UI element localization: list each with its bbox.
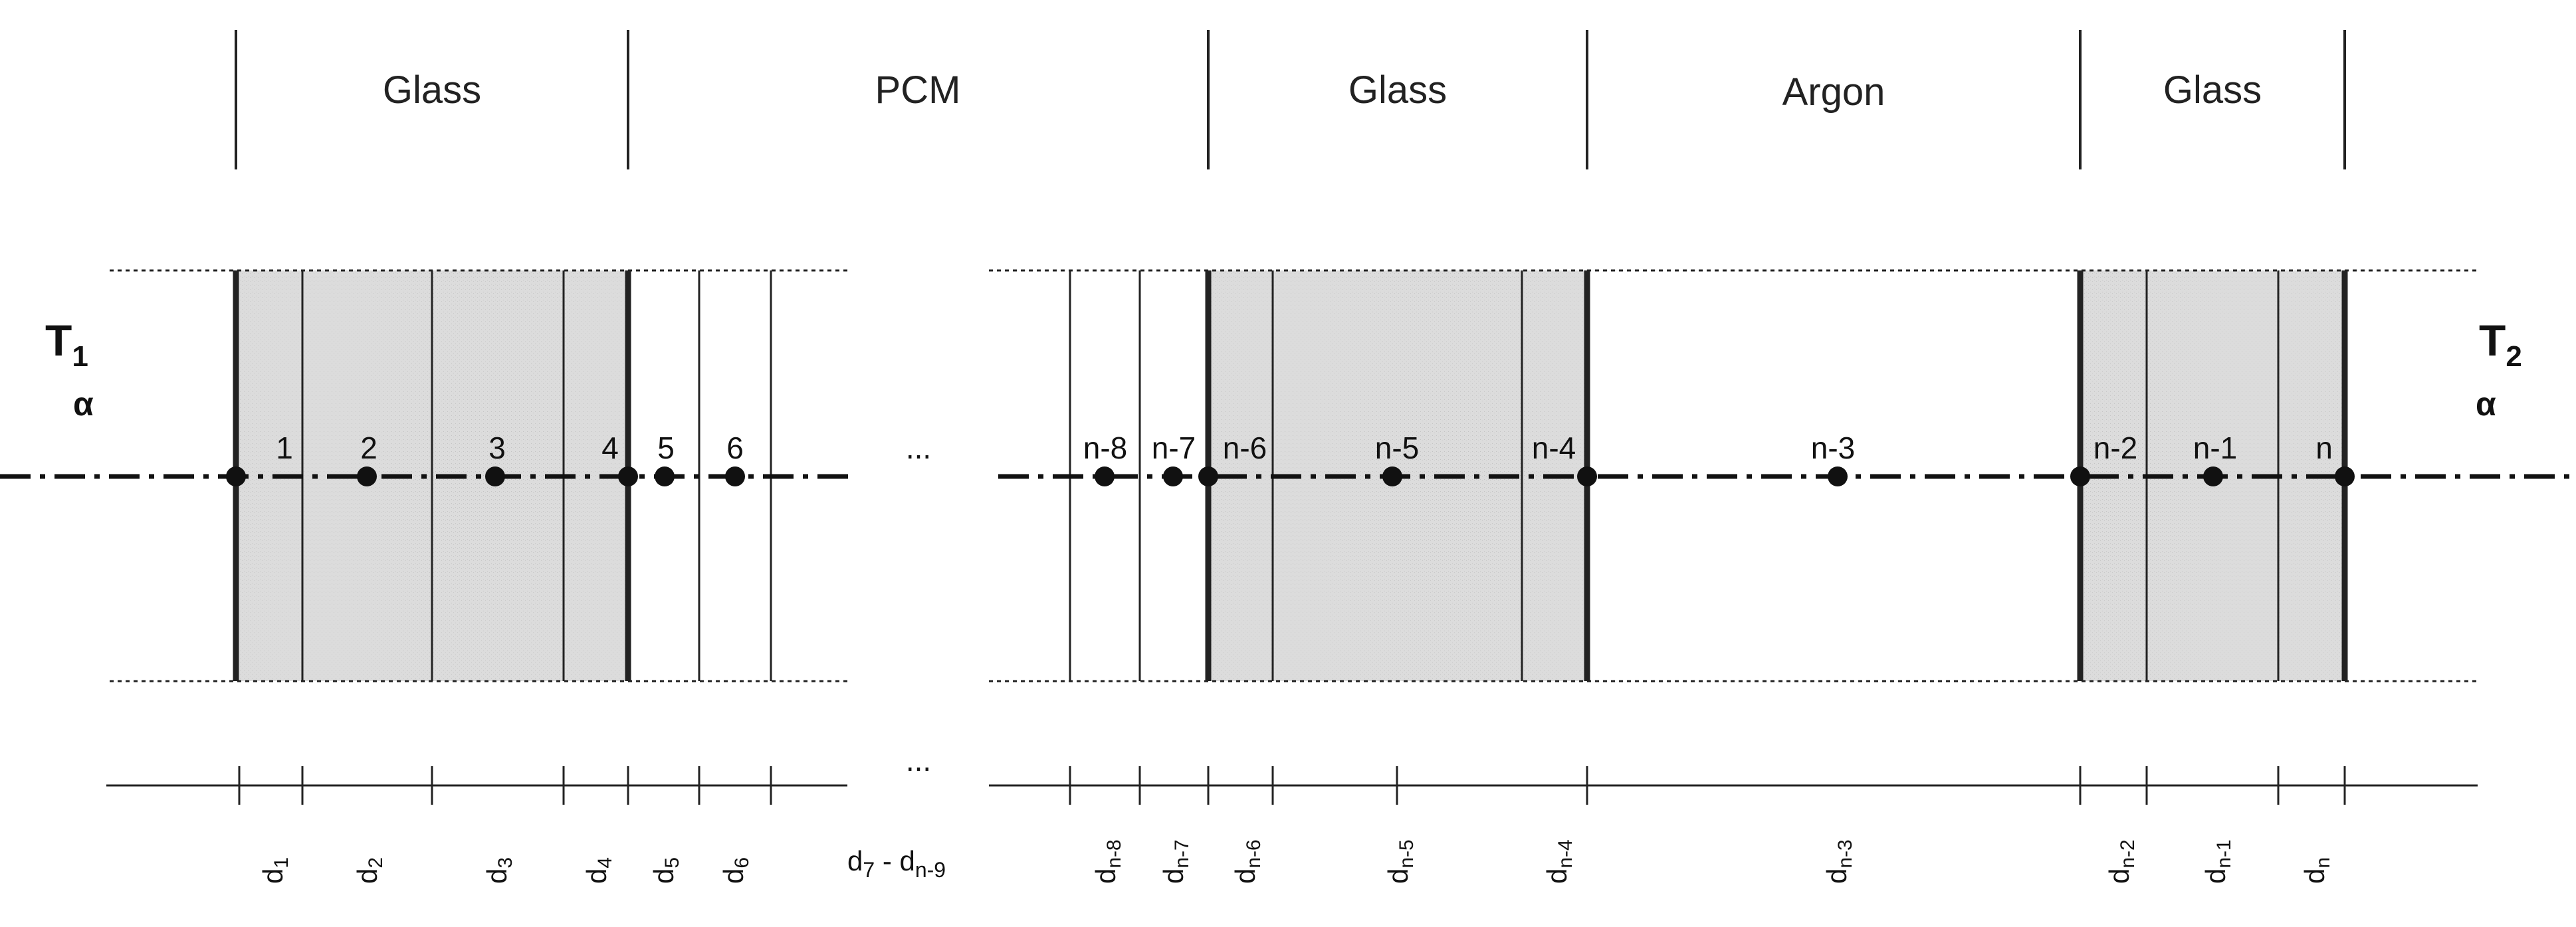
nodes: [226, 466, 2355, 486]
node-dot: [1163, 466, 1183, 486]
node-label: n-6: [1223, 431, 1267, 465]
node-label: 1: [276, 431, 293, 465]
node-label: n-5: [1375, 431, 1419, 465]
thickness-label: d1: [257, 857, 292, 884]
node-label: 5: [657, 431, 675, 465]
node-label: n-7: [1152, 431, 1196, 465]
material-label-glass-1: Glass: [383, 68, 481, 112]
material-label-pcm: PCM: [875, 68, 961, 112]
material-label-glass-2: Glass: [1348, 68, 1447, 112]
node-dot: [1382, 466, 1402, 486]
thickness-scale: [106, 766, 2478, 805]
node-label: n-4: [1532, 431, 1576, 465]
thickness-label: dn-5: [1382, 839, 1418, 884]
node-label: n-1: [2193, 431, 2237, 465]
node-dot: [485, 466, 505, 486]
node-dot: [357, 466, 377, 486]
thickness-labels: d1 d2 d3 d4 d5 d6 dn-8 dn-7 dn-6 dn-5 dn…: [257, 839, 2334, 884]
thickness-label: d6: [718, 857, 753, 884]
thickness-label: dn: [2299, 857, 2334, 884]
thickness-label: dn-2: [2103, 839, 2139, 884]
thickness-label: dn-4: [1541, 839, 1576, 884]
node-dot: [2335, 466, 2355, 486]
material-label-glass-3: Glass: [2163, 68, 2262, 112]
layer-boundaries-dotted: [110, 269, 2478, 682]
thickness-label: dn-1: [2200, 839, 2235, 884]
thickness-range-label: d7 - dn-9: [847, 845, 946, 882]
node-label: n-2: [2093, 431, 2137, 465]
node-dot: [1095, 466, 1115, 486]
right-temperature: T2: [2479, 316, 2522, 373]
thickness-label: dn-8: [1090, 839, 1125, 884]
thickness-label: d5: [648, 857, 683, 884]
node-label: n-8: [1083, 431, 1127, 465]
thickness-label: d3: [481, 857, 516, 884]
node-label: n-3: [1811, 431, 1855, 465]
node-label: 4: [601, 431, 619, 465]
node-labels: 1 2 3 4 5 6 n-8 n-7 n-6 n-5 n-4 n-3 n-2 …: [276, 431, 2333, 465]
left-heat-transfer-coefficient: α: [73, 385, 94, 423]
node-dot: [1577, 466, 1597, 486]
node-dot: [655, 466, 675, 486]
material-label-argon: Argon: [1782, 70, 1885, 114]
node-label: 2: [360, 431, 377, 465]
node-dot: [1828, 466, 1848, 486]
node-label: 3: [488, 431, 506, 465]
node-dot: [725, 466, 745, 486]
node-dot: [1198, 466, 1218, 486]
ellipsis-scale: ...: [906, 743, 931, 777]
material-header: [235, 30, 2346, 169]
node-dot: [226, 466, 246, 486]
thickness-label: dn-7: [1158, 839, 1193, 884]
thickness-label: dn-6: [1230, 839, 1265, 884]
thickness-label: d4: [581, 857, 616, 884]
thickness-label: dn-3: [1821, 839, 1856, 884]
left-boundary-condition: T1 α: [45, 316, 94, 423]
ellipsis-nodes: ...: [906, 431, 931, 465]
node-dot: [2070, 466, 2090, 486]
right-heat-transfer-coefficient: α: [2476, 385, 2496, 423]
right-boundary-condition: T2 α: [2476, 316, 2522, 423]
node-label: 6: [726, 431, 744, 465]
node-label: n: [2315, 431, 2333, 465]
left-temperature: T1: [45, 316, 88, 373]
node-dot: [2203, 466, 2223, 486]
thickness-label: d2: [352, 857, 387, 884]
node-dot: [618, 466, 638, 486]
